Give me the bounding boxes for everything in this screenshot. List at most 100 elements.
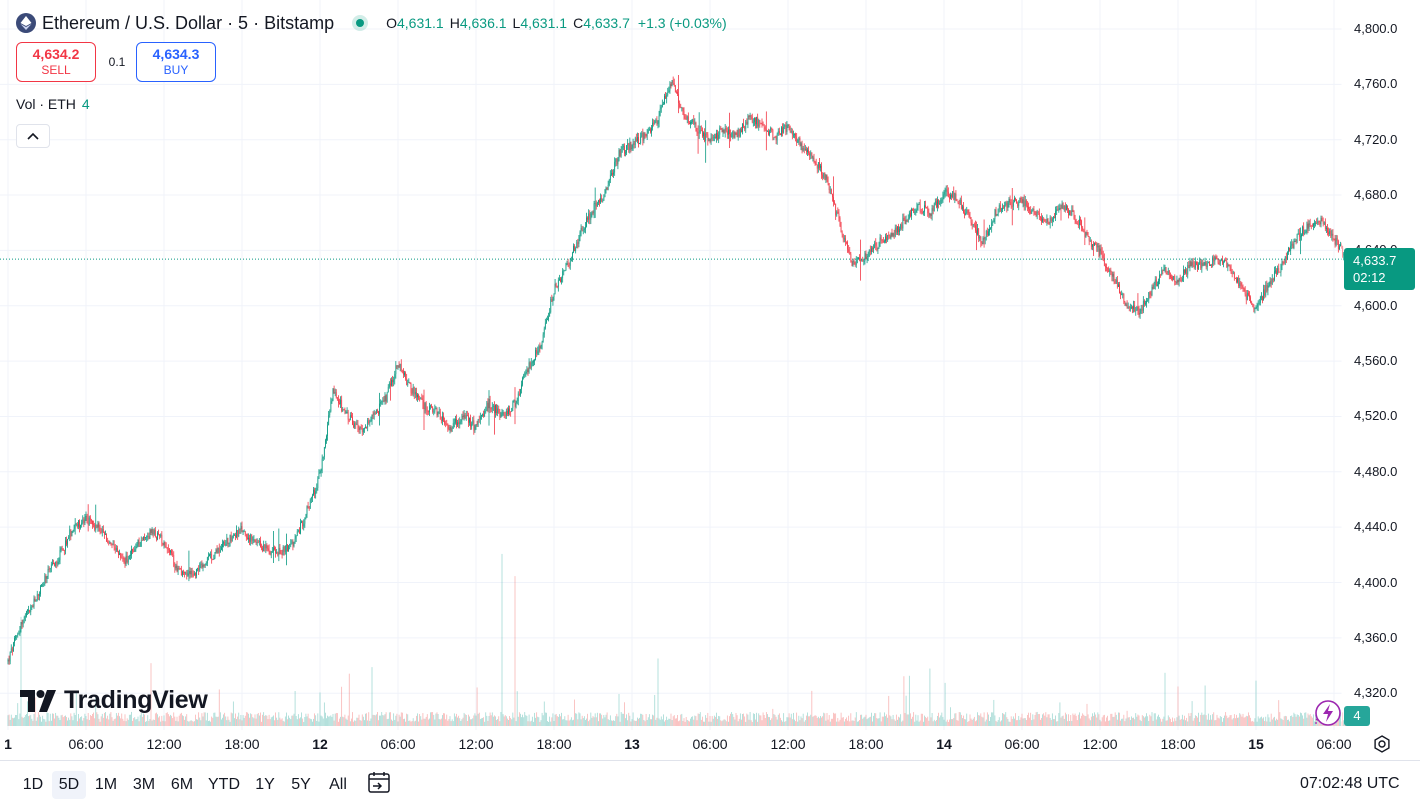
candle-body <box>395 365 397 375</box>
volume-bar <box>676 718 677 726</box>
candle-body <box>343 409 345 411</box>
volume-bar <box>202 716 204 726</box>
candle-body <box>192 574 194 576</box>
volume-bar <box>969 714 971 726</box>
gear-icon[interactable] <box>1372 734 1392 754</box>
volume-bar <box>729 716 730 726</box>
range-button-ytd[interactable]: YTD <box>208 776 240 793</box>
range-button-1d[interactable]: 1D <box>22 776 44 793</box>
candle-body <box>1192 262 1194 266</box>
candle-body <box>489 398 491 409</box>
candle-body <box>484 411 486 417</box>
volume-bar <box>1032 714 1034 726</box>
volume-bar <box>373 714 375 726</box>
volume-bar <box>197 719 198 726</box>
candle-body <box>491 406 493 410</box>
volume-bar <box>303 721 305 726</box>
candle-body <box>697 132 699 134</box>
volume-bar <box>1190 712 1192 726</box>
volume-bar <box>54 718 55 726</box>
candle-body <box>1280 265 1282 273</box>
volume-bar <box>1088 718 1090 726</box>
volume-bar <box>895 714 897 726</box>
price-tick-label: 4,400.0 <box>1354 574 1398 590</box>
volume-bar <box>94 718 96 726</box>
candle-body <box>32 606 34 607</box>
range-button-1y[interactable]: 1Y <box>255 776 275 793</box>
candle-body <box>448 428 450 430</box>
volume-bar <box>746 713 748 726</box>
volume-bar <box>708 721 710 726</box>
range-button-3m[interactable]: 3M <box>132 776 156 793</box>
volume-bar <box>223 714 224 726</box>
volume-bar <box>1268 717 1270 726</box>
volume-bar <box>975 721 976 726</box>
volume-bar <box>608 720 610 726</box>
volume-bar <box>1007 718 1009 726</box>
candle-body <box>617 160 619 165</box>
volume-bar <box>886 714 887 726</box>
candle-body <box>105 534 106 535</box>
volume-bar <box>427 719 429 726</box>
volume-bar <box>382 715 384 726</box>
candle-body <box>401 370 403 372</box>
candle-body <box>580 228 582 233</box>
candle-body <box>715 136 716 139</box>
volume-bar <box>86 719 88 726</box>
candle-body <box>1184 269 1185 273</box>
volume-bar <box>1157 716 1158 726</box>
volume-bar <box>912 716 913 726</box>
candle-body <box>79 520 80 528</box>
range-button-5y[interactable]: 5Y <box>291 776 311 793</box>
volume-bar <box>289 717 291 726</box>
volume-bar <box>278 712 280 726</box>
volume-bar <box>265 714 267 726</box>
candle-body <box>118 551 119 555</box>
candle-body <box>202 564 204 568</box>
tradingview-logo-text: TradingView <box>64 686 208 714</box>
volume-bar <box>783 713 785 726</box>
calendar-goto-icon[interactable] <box>366 770 392 796</box>
candle-body <box>35 599 37 602</box>
candle-body <box>895 227 897 233</box>
volume-bar <box>309 718 311 726</box>
volume-bar <box>239 719 241 726</box>
sell-button[interactable]: 4,634.2 SELL <box>16 42 96 82</box>
candle-body <box>1019 197 1021 202</box>
candle-body <box>793 134 794 136</box>
symbol-title[interactable]: Ethereum / U.S. Dollar · 5 · Bitstamp <box>42 12 335 33</box>
candle-body <box>764 127 766 130</box>
volume-bar <box>1291 715 1293 726</box>
close-label: C <box>573 15 584 31</box>
candle-body <box>331 400 333 402</box>
candle-body <box>124 561 126 565</box>
volume-bar <box>726 715 728 726</box>
range-button-5d[interactable]: 5D <box>52 771 86 799</box>
range-button-1m[interactable]: 1M <box>94 776 118 793</box>
volume-bar <box>39 714 40 726</box>
range-button-all[interactable]: All <box>329 776 347 793</box>
price-chart[interactable] <box>0 0 1420 760</box>
candle-body <box>388 383 390 387</box>
volume-legend[interactable]: Vol · ETH 4 <box>16 96 90 112</box>
buy-button[interactable]: 4,634.3 BUY <box>136 42 216 82</box>
candle-body <box>53 562 54 564</box>
collapse-legend-button[interactable] <box>16 124 50 148</box>
candle-body <box>184 571 185 574</box>
volume-bar <box>470 719 471 726</box>
volume-bar <box>997 720 999 726</box>
tradingview-logo[interactable]: TradingView <box>20 686 208 715</box>
candle-body <box>72 531 74 533</box>
candle-body <box>760 123 762 124</box>
candle-body <box>179 568 181 569</box>
candle-body <box>1059 207 1061 209</box>
candle-body <box>80 525 81 528</box>
volume-bar <box>1105 721 1106 726</box>
range-button-6m[interactable]: 6M <box>170 776 194 793</box>
candle-body <box>122 557 124 559</box>
volume-bar <box>1077 714 1079 726</box>
candle-body <box>825 175 827 180</box>
volume-bar <box>517 716 519 726</box>
lightning-icon[interactable] <box>1312 697 1344 729</box>
utc-clock[interactable]: 07:02:48 UTC <box>1300 775 1400 792</box>
